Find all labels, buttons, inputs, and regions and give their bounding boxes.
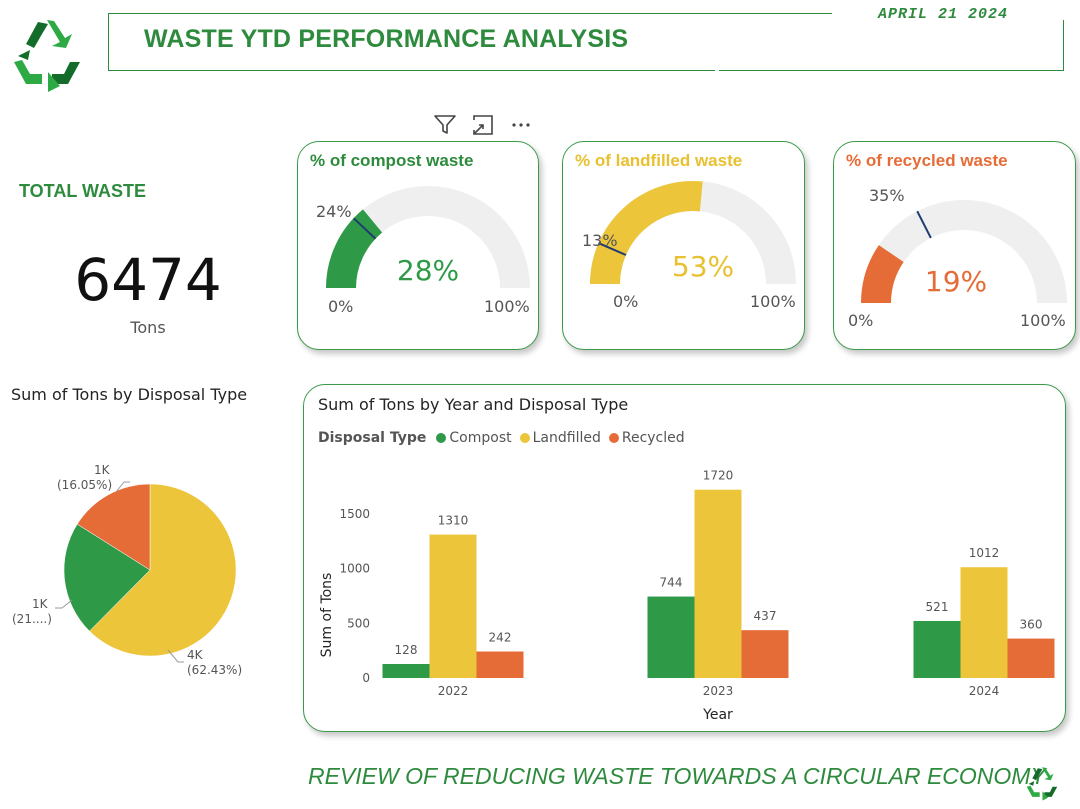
y-tick-label: 500 bbox=[347, 616, 370, 630]
title-frame-gap bbox=[832, 8, 1072, 20]
pie-slice-recycled[interactable] bbox=[76, 483, 151, 571]
bar-data-label: 521 bbox=[926, 600, 949, 614]
gauge-value: 53% bbox=[671, 250, 735, 283]
recycle-logo-icon bbox=[8, 16, 86, 92]
gauge-fill bbox=[861, 245, 904, 304]
gauge-target-marker bbox=[598, 242, 627, 256]
bar-compost-2022[interactable] bbox=[382, 663, 430, 678]
visual-toolbar bbox=[432, 112, 542, 138]
focus-mode-icon[interactable] bbox=[470, 112, 496, 138]
report-date: APRIL 21 2024 bbox=[878, 6, 1009, 23]
bar-recycled-2023[interactable] bbox=[741, 630, 789, 678]
bar-recycled-2022[interactable] bbox=[476, 651, 524, 678]
bar-data-label: 242 bbox=[489, 631, 512, 645]
bar-landfilled-2022[interactable] bbox=[429, 534, 477, 678]
page-title: WASTE YTD PERFORMANCE ANALYSIS bbox=[144, 25, 629, 53]
recycle-gauge-card[interactable]: % of recycled waste 19% 35% 0% 100% bbox=[833, 141, 1076, 350]
y-tick-label: 1000 bbox=[339, 562, 370, 576]
gauge-min-label: 0% bbox=[613, 292, 639, 311]
pie-chart[interactable] bbox=[0, 440, 296, 700]
gauge-value: 28% bbox=[396, 254, 460, 287]
x-tick-label: 2022 bbox=[438, 684, 469, 698]
y-tick-label: 0 bbox=[362, 671, 370, 685]
compost-gauge-card[interactable]: % of compost waste 28% 24% 0% 100% bbox=[297, 141, 539, 350]
gauge-max-label: 100% bbox=[484, 297, 530, 316]
bar-data-label: 360 bbox=[1020, 618, 1043, 632]
bar-landfilled-2024[interactable] bbox=[960, 567, 1008, 678]
pie-label-compost: 1K (21....) bbox=[12, 597, 52, 626]
total-waste-label: TOTAL WASTE bbox=[19, 181, 147, 201]
compost-gauge bbox=[326, 186, 530, 289]
gauge-title: % of recycled waste bbox=[846, 151, 1008, 170]
gauge-target-marker bbox=[352, 217, 377, 240]
landfill-gauge-card[interactable]: % of landfilled waste 53% 13% 0% 100% bbox=[562, 141, 805, 350]
gauge-fill bbox=[590, 181, 703, 285]
filter-icon[interactable] bbox=[432, 112, 458, 138]
recycle-gauge bbox=[861, 200, 1067, 304]
landfill-gauge bbox=[590, 181, 796, 285]
gauge-target-label: 35% bbox=[869, 186, 905, 205]
pie-label-recycled: 1K (16.05%) bbox=[57, 463, 113, 492]
bar-data-label: 1012 bbox=[969, 546, 1000, 560]
y-tick-label: 1500 bbox=[339, 507, 370, 521]
pie-label-landfilled: 4K (62.43%) bbox=[187, 648, 243, 677]
bar-data-label: 744 bbox=[660, 576, 683, 590]
total-waste-unit: Tons bbox=[130, 318, 166, 337]
pie-slice-landfilled[interactable] bbox=[89, 483, 237, 657]
gauge-fill bbox=[326, 209, 383, 289]
bar-compost-2024[interactable] bbox=[913, 620, 961, 678]
more-options-icon[interactable] bbox=[508, 112, 534, 138]
pie-slice-compost[interactable] bbox=[63, 523, 151, 632]
gauge-target-label: 13% bbox=[582, 231, 618, 250]
y-axis-title: Sum of Tons bbox=[319, 573, 335, 658]
gauge-title: % of compost waste bbox=[310, 151, 474, 170]
legend-title: Disposal Type bbox=[318, 430, 427, 446]
bar-chart: 0 500 1000 1500 128 1310 242 744 1720 437 521 1012… bbox=[319, 469, 1055, 723]
gauge-max-label: 100% bbox=[750, 292, 796, 311]
pie-leader-line bbox=[55, 599, 73, 609]
bar-landfilled-2023[interactable] bbox=[694, 489, 742, 678]
bar-data-label: 128 bbox=[395, 643, 418, 657]
gauge-target-marker bbox=[916, 210, 932, 239]
gauge-min-label: 0% bbox=[328, 297, 354, 316]
gauge-target-label: 24% bbox=[316, 202, 352, 221]
bar-chart-card[interactable]: Sum of Tons by Year and Disposal Type Di… bbox=[303, 384, 1066, 732]
gauge-value: 19% bbox=[924, 265, 988, 298]
title-frame bbox=[108, 13, 1064, 71]
x-tick-label: 2023 bbox=[703, 684, 734, 698]
pie-leader-line bbox=[167, 649, 184, 663]
gauge-max-label: 100% bbox=[1020, 311, 1066, 330]
bar-data-label: 1310 bbox=[438, 514, 469, 528]
pie-leader-line bbox=[115, 481, 130, 493]
recycle-small-icon bbox=[1024, 765, 1060, 801]
legend-item-recycled[interactable]: Recycled bbox=[608, 430, 685, 446]
bar-chart-legend: Disposal Type Compost Landfilled Recycle… bbox=[318, 430, 685, 446]
x-tick-label: 2024 bbox=[969, 684, 1000, 698]
total-waste-value: 6474 bbox=[74, 246, 222, 314]
bar-data-label: 1720 bbox=[703, 469, 734, 483]
gauge-title: % of landfilled waste bbox=[575, 151, 743, 170]
bar-compost-2023[interactable] bbox=[647, 596, 695, 678]
bar-data-label: 437 bbox=[754, 609, 777, 623]
bar-recycled-2024[interactable] bbox=[1007, 638, 1055, 678]
pie-chart-title: Sum of Tons by Disposal Type bbox=[11, 385, 248, 404]
bar-chart-title: Sum of Tons by Year and Disposal Type bbox=[318, 395, 629, 414]
title-frame-gap bbox=[715, 64, 719, 76]
legend-item-landfilled[interactable]: Landfilled bbox=[519, 430, 601, 446]
x-axis-title: Year bbox=[702, 707, 733, 723]
footer-tagline: REVIEW OF REDUCING WASTE TOWARDS A CIRCU… bbox=[308, 763, 1046, 789]
legend-item-compost[interactable]: Compost bbox=[436, 430, 512, 446]
gauge-min-label: 0% bbox=[848, 311, 874, 330]
